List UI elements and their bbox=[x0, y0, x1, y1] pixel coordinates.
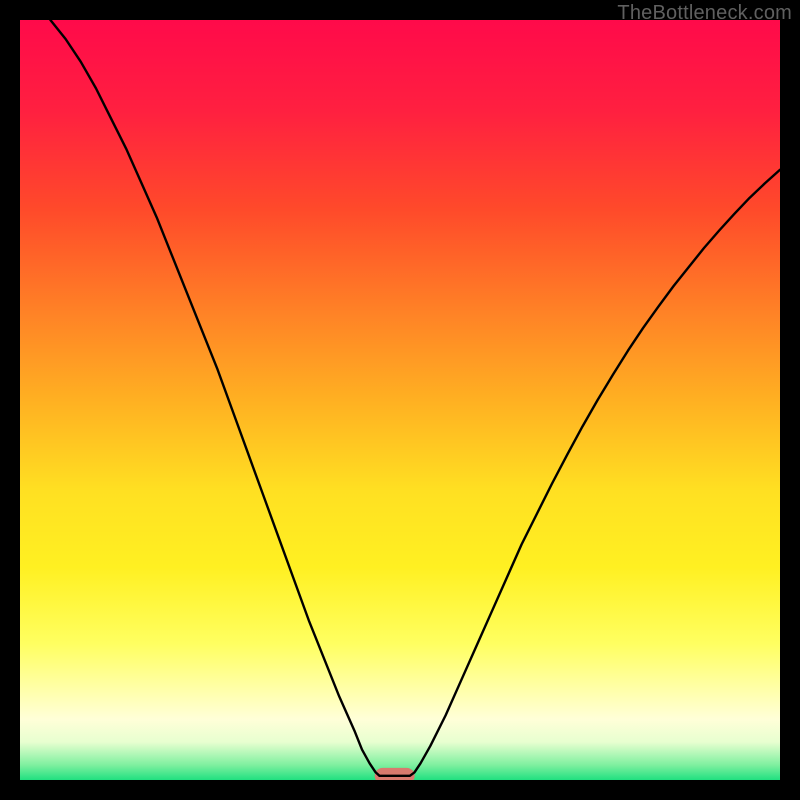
bottleneck-curve-chart bbox=[0, 0, 800, 800]
chart-container: TheBottleneck.com bbox=[0, 0, 800, 800]
watermark-text: TheBottleneck.com bbox=[617, 2, 792, 25]
gradient-background bbox=[20, 20, 780, 780]
